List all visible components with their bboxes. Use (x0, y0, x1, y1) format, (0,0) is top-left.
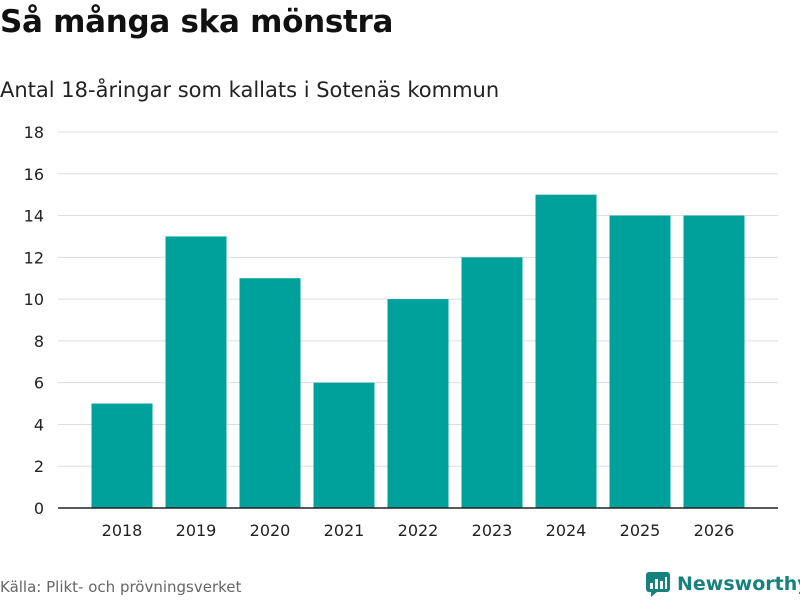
x-tick-label: 2021 (324, 521, 365, 540)
x-tick-label: 2020 (250, 521, 291, 540)
x-tick-label: 2022 (398, 521, 439, 540)
bar-chart: 0 2 4 6 8 10 12 14 16 18 2018 2019 2020 2021 2022 2023… (24, 123, 778, 540)
brand-name: Newsworthy (677, 573, 800, 595)
x-tick-label: 2019 (176, 521, 217, 540)
newsworthy-logo-icon (646, 572, 670, 597)
x-tick-label: 2018 (102, 521, 143, 540)
y-tick-label: 0 (34, 499, 44, 518)
chart-subtitle: Antal 18-åringar som kallats i Sotenäs k… (0, 78, 500, 102)
bar (91, 403, 153, 508)
bar (461, 257, 523, 508)
bar (535, 194, 597, 508)
y-tick-label: 6 (34, 374, 44, 393)
x-tick-label: 2024 (546, 521, 587, 540)
x-axis-ticks: 2018 2019 2020 2021 2022 2023 2024 2025 2026 (102, 521, 735, 540)
x-tick-label: 2025 (620, 521, 661, 540)
source-note: Källa: Plikt- och prövningsverket (0, 578, 242, 596)
bar (239, 278, 301, 508)
y-tick-label: 4 (34, 415, 44, 434)
x-tick-label: 2023 (472, 521, 513, 540)
y-tick-label: 18 (24, 123, 44, 142)
bar (387, 299, 449, 508)
y-tick-label: 12 (24, 248, 44, 267)
x-tick-label: 2026 (694, 521, 735, 540)
bar (313, 382, 375, 508)
y-tick-label: 10 (24, 290, 44, 309)
y-tick-label: 16 (24, 165, 44, 184)
y-axis-ticks: 0 2 4 6 8 10 12 14 16 18 (24, 123, 44, 518)
bar (609, 215, 671, 509)
y-tick-label: 14 (24, 207, 44, 226)
chart-title: Så många ska mönstra (0, 4, 394, 40)
bar (165, 236, 227, 508)
newsworthy-brand[interactable]: Newsworthy (645, 569, 800, 599)
bar (683, 215, 745, 509)
y-tick-label: 2 (34, 457, 44, 476)
y-tick-label: 8 (34, 332, 44, 351)
bars (91, 194, 745, 509)
